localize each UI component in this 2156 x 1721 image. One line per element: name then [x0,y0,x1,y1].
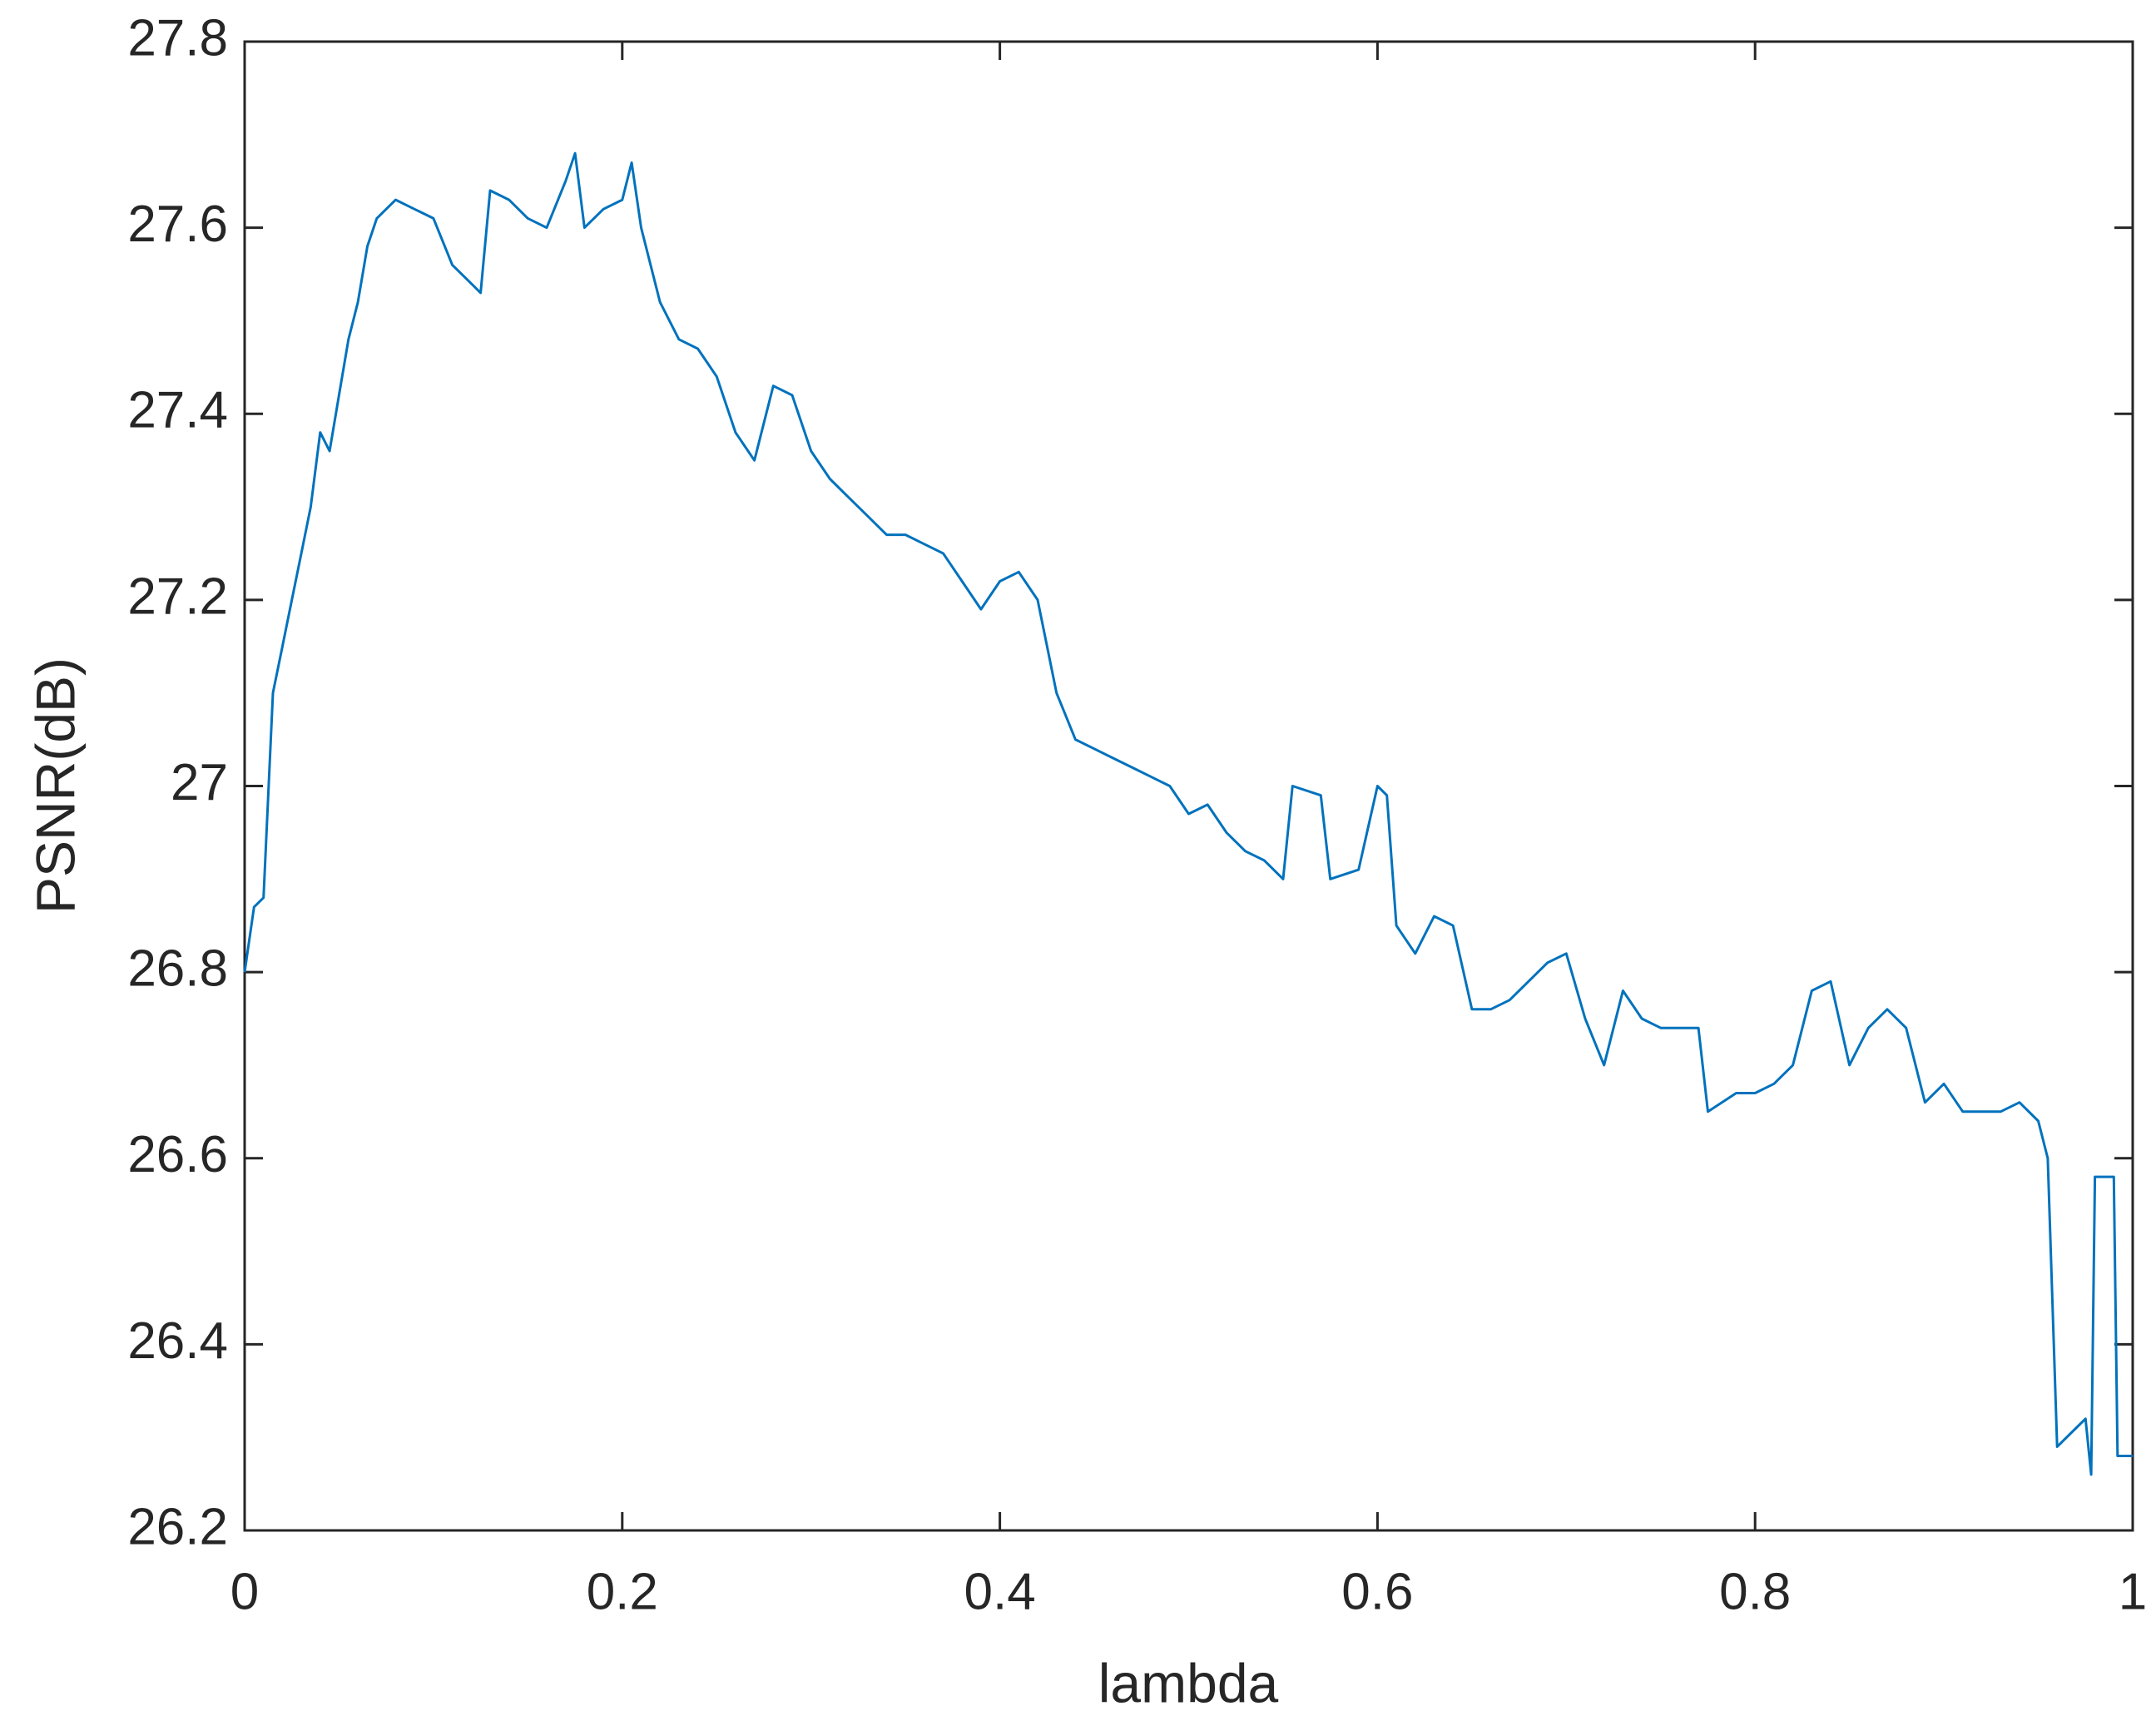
y-tick-label: 26.2 [127,1498,228,1555]
y-axis-label: PSNR(dB) [24,657,86,914]
y-tick-label: 26.8 [127,940,228,998]
x-tick-label: 0.4 [964,1563,1035,1620]
y-tick-label: 26.4 [127,1312,228,1370]
x-axis-label: lambda [1098,1652,1279,1714]
x-tick-label: 0.2 [587,1563,658,1620]
x-tick-label: 0 [230,1563,259,1620]
y-tick-label: 27.8 [127,9,228,67]
y-tick-label: 27 [171,754,228,811]
y-tick-label: 27.6 [127,196,228,253]
x-tick-label: 0.6 [1341,1563,1413,1620]
data-line [243,151,2133,1476]
y-tick-label: 26.6 [127,1126,228,1183]
plot-area [243,40,2134,1532]
y-tick-label: 27.4 [127,382,228,439]
x-tick-label: 0.8 [1719,1563,1791,1620]
x-tick-label: 1 [2119,1563,2147,1620]
y-tick-label: 27.2 [127,568,228,625]
